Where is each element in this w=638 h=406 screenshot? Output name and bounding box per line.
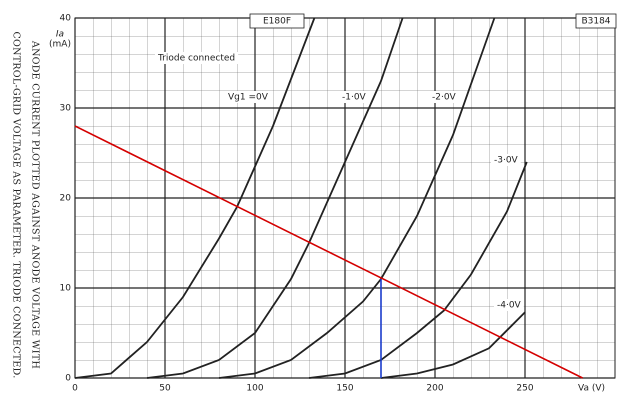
figure-code: B3184 bbox=[581, 17, 610, 27]
title-box bbox=[249, 13, 305, 29]
label-bg bbox=[494, 299, 524, 311]
x-tick-label: 50 bbox=[159, 384, 171, 394]
series-label: -2·0V bbox=[432, 93, 457, 103]
curve bbox=[74, 17, 316, 379]
subtitle: Triode connected bbox=[157, 54, 235, 64]
x-tick-label: 200 bbox=[426, 384, 443, 394]
x-tick-label: 250 bbox=[516, 384, 533, 394]
chart-title: E180F bbox=[263, 17, 291, 27]
series-label: -4·0V bbox=[497, 301, 522, 311]
curve bbox=[308, 161, 528, 379]
series-label: Vg1 =0V bbox=[228, 93, 269, 103]
y-tick-label: 10 bbox=[60, 284, 72, 294]
curve bbox=[218, 17, 496, 379]
y-tick-label: 20 bbox=[60, 194, 72, 204]
x-tick-label: 150 bbox=[336, 384, 353, 394]
y-axis-unit: (mA) bbox=[49, 40, 71, 50]
label-bg bbox=[339, 91, 369, 103]
series-label: -3·0V bbox=[494, 156, 519, 166]
y-axis-label: Ia bbox=[56, 30, 64, 40]
y-tick-label: 0 bbox=[65, 374, 71, 384]
curve bbox=[380, 311, 526, 379]
caption-line: ANODE CURRENT PLOTTED AGAINST ANODE VOLT… bbox=[30, 40, 41, 369]
x-axis-label: Va (V) bbox=[578, 384, 605, 394]
y-tick-label: 40 bbox=[60, 14, 72, 24]
curve bbox=[146, 17, 404, 379]
label-bg bbox=[491, 154, 521, 166]
x-tick-label: 0 bbox=[72, 384, 78, 394]
series-label: -1·0V bbox=[342, 93, 367, 103]
x-tick-label: 100 bbox=[246, 384, 263, 394]
code-box bbox=[575, 13, 617, 29]
subtitle-bg bbox=[155, 52, 239, 64]
caption-line: CONTROL-GRID VOLTAGE AS PARAMETER. TRIOD… bbox=[11, 31, 22, 378]
load-line bbox=[74, 125, 583, 379]
y-tick-label: 30 bbox=[60, 104, 72, 114]
label-bg bbox=[225, 91, 271, 103]
label-bg bbox=[429, 91, 459, 103]
